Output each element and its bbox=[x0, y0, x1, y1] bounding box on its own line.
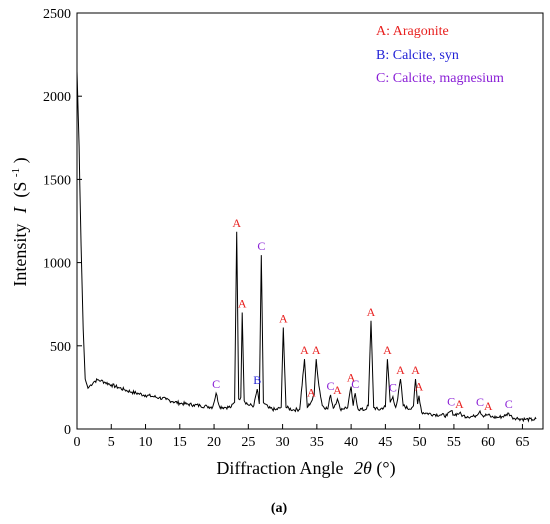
peak-label-b: B bbox=[253, 373, 261, 387]
peak-label-a: A bbox=[300, 343, 309, 357]
y-axis-title-text: Intensity bbox=[10, 224, 30, 287]
x-axis-title-unit: (°) bbox=[376, 458, 395, 479]
peak-label-a: A bbox=[415, 380, 424, 394]
peak-label-c: C bbox=[389, 381, 397, 395]
x-tick-label: 30 bbox=[276, 435, 290, 450]
peak-label-a: A bbox=[455, 397, 464, 411]
x-tick-label: 25 bbox=[241, 435, 255, 450]
x-tick-label: 20 bbox=[207, 435, 221, 450]
x-tick-label: 45 bbox=[378, 435, 392, 450]
x-tick-label: 50 bbox=[413, 435, 427, 450]
peak-label-a: A bbox=[333, 383, 342, 397]
plot-frame bbox=[76, 12, 544, 430]
y-tick-label: 500 bbox=[50, 340, 71, 355]
y-axis-title-unit-close: ) bbox=[10, 157, 31, 163]
x-tick-label: 10 bbox=[139, 435, 153, 450]
x-axis-title-symbol: 2θ bbox=[354, 458, 372, 478]
legend-entry-calcite-syn: B: Calcite, syn bbox=[376, 48, 459, 63]
series-line bbox=[76, 71, 537, 423]
panel-label: (a) bbox=[271, 501, 288, 516]
y-axis-title-symbol: I bbox=[10, 206, 30, 214]
x-tick-label: 15 bbox=[173, 435, 187, 450]
y-tick-label: 0 bbox=[64, 423, 71, 438]
peak-label-a: A bbox=[232, 216, 241, 230]
y-tick-label: 2500 bbox=[43, 7, 71, 22]
peak-label-c: C bbox=[505, 397, 513, 411]
legend: A: Aragonite B: Calcite, syn C: Calcite,… bbox=[376, 24, 504, 86]
x-axis-title: Diffraction Angle 2θ (°) bbox=[216, 458, 395, 479]
peak-label-a: A bbox=[383, 343, 392, 357]
peak-label-c: C bbox=[257, 239, 265, 253]
x-tick-label: 65 bbox=[515, 435, 529, 450]
y-axis-title-unit-sup: -1 bbox=[10, 168, 22, 177]
y-tick-label: 1500 bbox=[43, 173, 71, 188]
x-tick-label: 5 bbox=[108, 435, 115, 450]
peak-label-a: A bbox=[347, 371, 356, 385]
peak-label-a: A bbox=[484, 399, 493, 413]
peak-label-c: C bbox=[327, 379, 335, 393]
peak-label-c: C bbox=[476, 395, 484, 409]
peak-label-a: A bbox=[238, 297, 247, 311]
peak-label-a: A bbox=[396, 363, 405, 377]
x-tick-label: 60 bbox=[481, 435, 495, 450]
peak-label-c: C bbox=[447, 395, 455, 409]
x-tick-label: 55 bbox=[447, 435, 461, 450]
peak-label-a: A bbox=[279, 311, 288, 325]
y-axis-title-unit-open: (S bbox=[10, 182, 31, 198]
peak-label-c: C bbox=[212, 377, 220, 391]
legend-entry-calcite-magnesium: C: Calcite, magnesium bbox=[376, 71, 504, 86]
x-tick-label: 35 bbox=[310, 435, 324, 450]
peak-label-a: A bbox=[411, 363, 420, 377]
peak-label-a: A bbox=[307, 386, 316, 400]
x-tick-label: 0 bbox=[74, 435, 81, 450]
x-axis-title-text: Diffraction Angle bbox=[216, 458, 343, 478]
legend-entry-aragonite: A: Aragonite bbox=[376, 24, 449, 39]
peak-label-a: A bbox=[367, 305, 376, 319]
peak-label-c: C bbox=[351, 377, 359, 391]
y-tick-label: 1000 bbox=[43, 257, 71, 272]
x-axis: 0 5 10 15 20 25 30 35 40 45 50 55 60 65 bbox=[74, 424, 529, 450]
y-tick-label: 2000 bbox=[43, 90, 71, 105]
x-tick-label: 40 bbox=[344, 435, 358, 450]
peak-label-a: A bbox=[312, 343, 321, 357]
y-axis-title: Intensity I (S -1 ) bbox=[3, 157, 31, 286]
y-axis: 0 500 1000 1500 2000 2500 bbox=[43, 7, 82, 438]
